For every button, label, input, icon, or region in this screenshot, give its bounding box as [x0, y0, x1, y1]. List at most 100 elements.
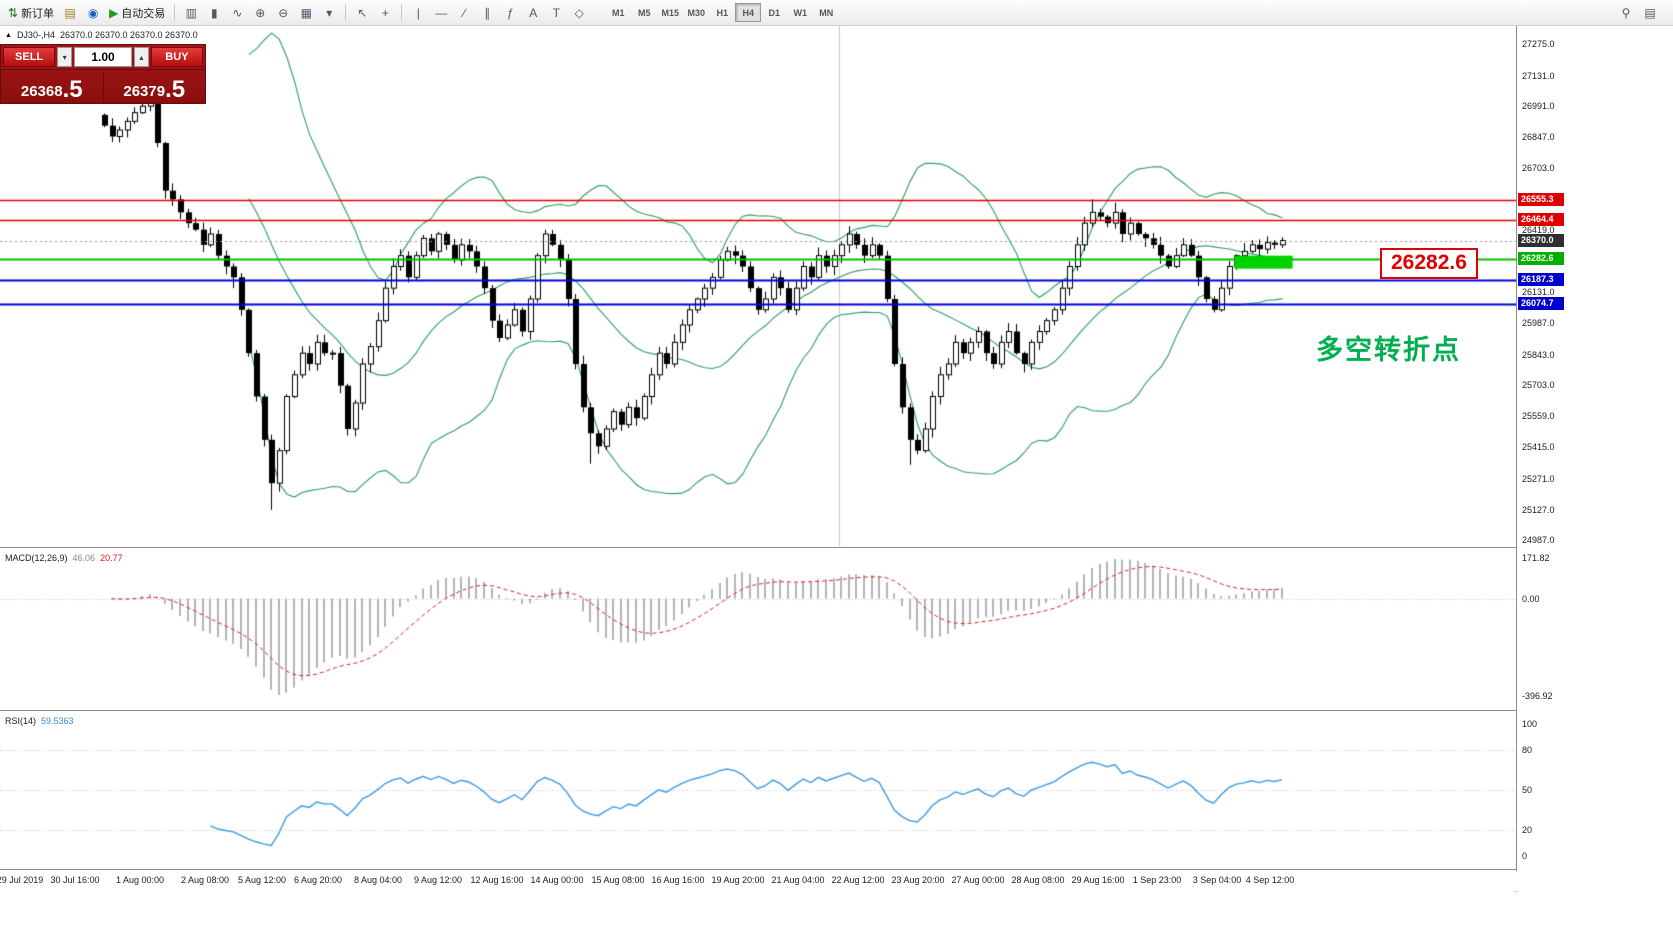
macd-panel-canvas[interactable] [0, 549, 1516, 709]
time-axis-label: 14 Aug 00:00 [530, 875, 584, 885]
rsi-indicator-label: RSI(14) 59.5363 [5, 716, 74, 726]
channel-button[interactable]: ∥ [476, 2, 498, 23]
timeframe-m15-button[interactable]: M15 [657, 3, 683, 22]
rsi-value: 59.5363 [41, 716, 74, 726]
bar-chart-button[interactable]: ▥ [180, 2, 202, 23]
time-axis-label: 30 Jul 16:00 [50, 875, 100, 885]
auto-trading-icon: ▶ [109, 5, 119, 20]
time-axis-label: 12 Aug 16:00 [470, 875, 524, 885]
text-icon: A [529, 5, 538, 20]
timeframe-d1-button[interactable]: D1 [761, 3, 787, 22]
collapse-panel-icon[interactable]: ▲ [5, 31, 12, 39]
toolbar-buttons: ⇅ 新订单 ▤ ◉ ▶ 自动交易 ▥ ▮ ∿ ⊕ ⊖ ▦ ▾ ↖ + | — ∕ ∥ ƒ A T ◇ [4, 2, 590, 23]
channel-icon: ∥ [484, 5, 491, 20]
toolbar-right-icons: ⚲ ▤ [1615, 2, 1669, 23]
price-axis-label: -396.92 [1522, 691, 1553, 701]
fibonacci-icon: ƒ [506, 5, 514, 20]
search-button[interactable]: ⚲ [1615, 2, 1637, 23]
panel-divider[interactable] [0, 710, 1571, 711]
rsi-panel-canvas[interactable] [0, 712, 1516, 868]
line-chart-button[interactable]: ∿ [226, 2, 248, 23]
sell-price-base: 26368 [20, 82, 63, 100]
time-axis-label: 16 Aug 16:00 [651, 875, 705, 885]
charts-button[interactable]: ▤ [59, 2, 81, 23]
auto-trading-button[interactable]: ▶ 自动交易 [105, 2, 169, 23]
time-axis-label: 21 Aug 04:00 [771, 875, 825, 885]
chart-ohlc: 26370.0 26370.0 26370.0 26370.0 [59, 30, 198, 40]
shapes-button[interactable]: ◇ [568, 2, 590, 23]
crosshair-button[interactable]: + [374, 2, 396, 23]
window-button[interactable]: ▤ [1639, 2, 1661, 23]
search-icon: ⚲ [1621, 5, 1631, 20]
horizontal-line-button[interactable]: — [430, 2, 452, 23]
price-axis-label: 0.00 [1522, 593, 1540, 604]
price-axis-label: 24987.0 [1522, 535, 1555, 546]
trade-panel-prices: 26368.5 26379.5 [1, 69, 205, 103]
timeframe-mn-button[interactable]: MN [813, 3, 839, 22]
window-icon: ▤ [1644, 5, 1656, 20]
label-button[interactable]: T [545, 2, 567, 23]
auto-trading-button-label: 自动交易 [121, 7, 166, 20]
chart-title: DJ30-,H4 [16, 30, 55, 40]
price-axis-label: 26703.0 [1522, 163, 1555, 174]
new-order-button-label: 新订单 [21, 7, 55, 20]
trade-panel-controls: SELL ▾ ▴ BUY [1, 45, 205, 69]
text-button[interactable]: A [522, 2, 544, 23]
panel-divider[interactable] [0, 547, 1571, 548]
time-axis-label: 28 Aug 08:00 [1011, 875, 1065, 885]
fibonacci-button[interactable]: ƒ [499, 2, 521, 23]
zoom-out-button[interactable]: ⊖ [272, 2, 294, 23]
price-axis-label: 27275.0 [1522, 39, 1555, 50]
toolbar-separator [345, 4, 347, 21]
price-axis-label: 100 [1522, 719, 1538, 729]
shapes-icon: ◇ [574, 5, 584, 20]
sell-price-frac: .5 [62, 75, 83, 103]
indicators-button[interactable]: ▦ [295, 2, 317, 23]
indicators-icon: ▦ [300, 5, 312, 20]
zoom-in-button[interactable]: ⊕ [249, 2, 271, 23]
cursor-button[interactable]: ↖ [351, 2, 373, 23]
time-axis-label: 9 Aug 12:00 [413, 875, 463, 885]
lot-size-input[interactable] [74, 47, 132, 67]
timeframe-m5-button[interactable]: M5 [631, 3, 657, 22]
sell-button[interactable]: SELL [3, 47, 56, 67]
community-icon: ◉ [87, 5, 99, 20]
charts-icon: ▤ [64, 5, 76, 20]
community-button[interactable]: ◉ [82, 2, 104, 23]
timeframe-m1-button[interactable]: M1 [605, 3, 631, 22]
price-tag: 26555.3 [1518, 193, 1564, 207]
timeframe-w1-button[interactable]: W1 [787, 3, 813, 22]
buy-button[interactable]: BUY [150, 47, 203, 67]
time-axis-label: 1 Aug 00:00 [115, 875, 165, 885]
time-axis: 29 Jul 2019 30 Jul 16:00 1 Aug 00:00 2 Aug … [0, 871, 1571, 891]
lot-increase-button[interactable]: ▴ [134, 47, 149, 67]
buy-price: 26379.5 [104, 70, 206, 103]
price-axis-label: 25559.0 [1522, 411, 1555, 422]
new-order-icon: ⇅ [8, 5, 19, 20]
vertical-line-button[interactable]: | [407, 2, 429, 23]
new-order-button[interactable]: ⇅ 新订单 [4, 2, 58, 23]
time-axis-label: 4 Sep 12:00 [1245, 875, 1295, 885]
timeframe-h4-button[interactable]: H4 [735, 3, 762, 22]
zoom-out-icon: ⊖ [278, 5, 289, 20]
time-axis-label: 29 Aug 16:00 [1071, 875, 1125, 885]
time-axis-label: 1 Sep 23:00 [1132, 875, 1182, 885]
chart-window: 27275.0 27131.0 26991.0 26847.0 26703.0 26419… [0, 26, 1673, 949]
timeframe-h1-button[interactable]: H1 [709, 3, 735, 22]
buy-price-base: 26379 [123, 82, 166, 100]
time-axis-label: 19 Aug 20:00 [711, 875, 765, 885]
price-axis-label: 0 [1522, 851, 1528, 861]
templates-button[interactable]: ▾ [318, 2, 340, 23]
trendline-button[interactable]: ∕ [453, 2, 475, 23]
price-tag: 26464.4 [1518, 213, 1564, 227]
price-axis-label: 25415.0 [1522, 442, 1555, 453]
price-chart-canvas[interactable] [0, 26, 1516, 546]
lot-decrease-button[interactable]: ▾ [57, 47, 72, 67]
buy-price-frac: .5 [165, 75, 186, 103]
panel-divider[interactable] [0, 869, 1571, 870]
price-tag: 26282.6 [1518, 252, 1564, 266]
time-axis-label: 6 Aug 20:00 [293, 875, 343, 885]
timeframe-m30-button[interactable]: M30 [683, 3, 709, 22]
time-axis-label: 27 Aug 00:00 [951, 875, 1005, 885]
candlestick-chart-button[interactable]: ▮ [203, 2, 225, 23]
